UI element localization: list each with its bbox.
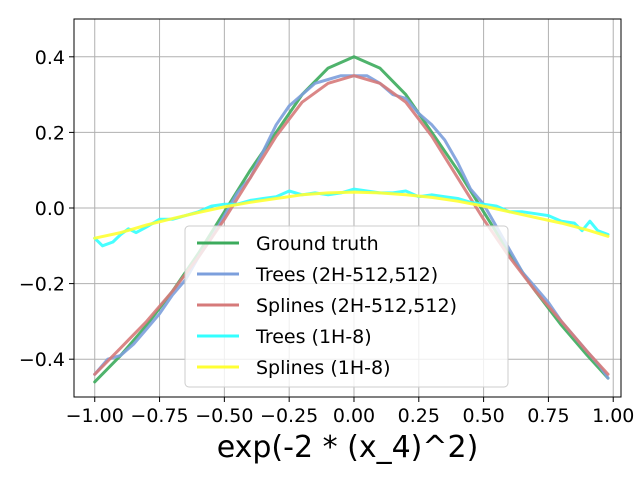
y-tick-label: 0.4 — [35, 47, 65, 69]
legend-items: Ground truth Trees (2H-512,512) Splines (2… — [197, 233, 457, 379]
legend-label: Trees (2H-512,512) — [255, 264, 438, 286]
series-layer — [93, 55, 610, 384]
legend-label: Splines (1H-8) — [256, 357, 391, 379]
legend-label: Trees (1H-8) — [255, 326, 372, 348]
x-tick-label: −1.00 — [66, 405, 124, 427]
x-tick-label: −0.50 — [195, 405, 253, 427]
x-tick-label: 0.25 — [398, 405, 440, 427]
y-tick-label: −0.2 — [19, 274, 65, 296]
y-tick-label: 0.2 — [35, 122, 65, 144]
x-tick-label: −0.75 — [130, 405, 188, 427]
series-line-3 — [93, 74, 610, 376]
plot-area — [73, 18, 622, 398]
legend: Ground truth Trees (2H-512,512) Splines (2… — [184, 225, 509, 388]
y-tick-label: −0.4 — [19, 349, 65, 371]
x-tick-label: 0.00 — [333, 405, 375, 427]
x-tick-label: 1.00 — [592, 405, 634, 427]
y-tick-label: 0.0 — [35, 198, 65, 220]
legend-label: Ground truth — [256, 233, 379, 255]
x-axis-ticks: −1.00 −0.75 −0.50 −0.25 0.00 0.25 0.50 0.75 1.00 — [66, 397, 634, 427]
x-tick-label: −0.25 — [260, 405, 318, 427]
series-line-5 — [93, 190, 610, 240]
legend-box — [184, 225, 509, 388]
y-axis-ticks: −0.4 −0.2 0.0 0.2 0.4 — [19, 47, 74, 371]
x-tick-label: 0.50 — [462, 405, 504, 427]
x-tick-label: 0.75 — [527, 405, 569, 427]
x-axis-label: exp(-2 * (x_4)^2) — [217, 430, 479, 465]
legend-label: Splines (2H-512,512) — [256, 295, 457, 317]
